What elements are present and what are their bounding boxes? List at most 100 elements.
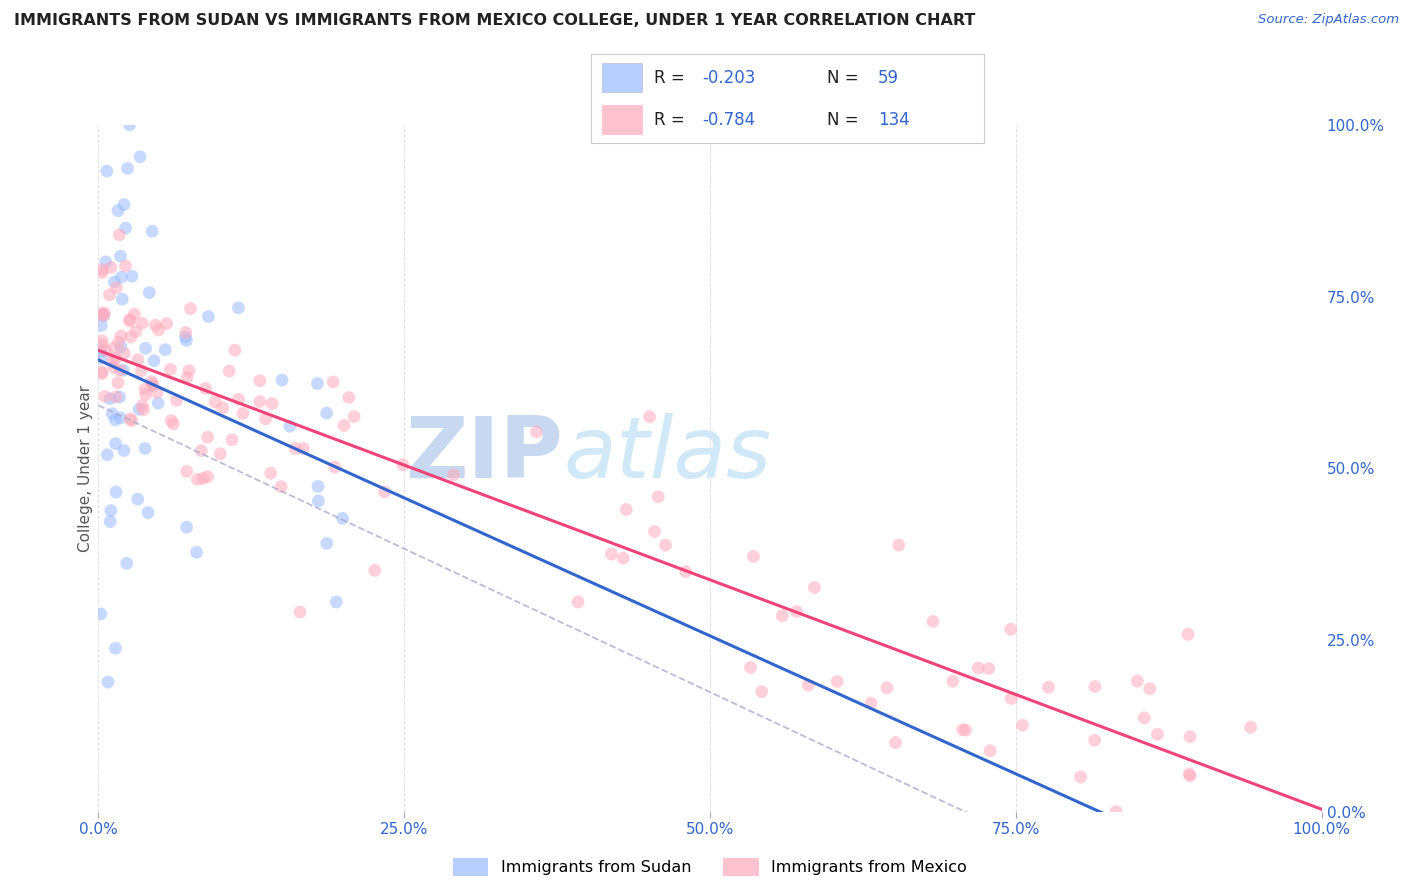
Point <box>315 406 337 420</box>
Point <box>887 538 910 552</box>
Point <box>107 203 129 218</box>
Point <box>159 362 181 376</box>
Point <box>112 443 135 458</box>
Text: N =: N = <box>827 69 863 87</box>
Point <box>284 442 307 456</box>
Point <box>105 281 128 295</box>
Point <box>141 224 163 238</box>
Point <box>325 595 347 609</box>
Point <box>148 323 170 337</box>
Point <box>204 394 226 409</box>
Point <box>94 343 117 358</box>
Point <box>124 307 146 321</box>
Point <box>224 343 246 358</box>
Point <box>108 390 131 404</box>
Point <box>333 418 356 433</box>
Point <box>162 417 184 431</box>
Point <box>179 301 201 316</box>
Point <box>307 376 329 391</box>
Point <box>1133 711 1156 725</box>
Point <box>118 118 141 132</box>
Point <box>209 447 232 461</box>
Point <box>343 409 366 424</box>
Point <box>101 407 124 421</box>
Point <box>94 255 117 269</box>
Point <box>332 511 354 525</box>
Point <box>979 744 1001 758</box>
Point <box>218 364 240 378</box>
Point <box>134 382 156 396</box>
Point <box>228 301 250 315</box>
Point <box>105 390 128 404</box>
Point <box>107 376 129 390</box>
Point <box>612 551 634 566</box>
Point <box>955 723 977 738</box>
Point <box>141 378 163 392</box>
Point <box>228 392 250 407</box>
Point <box>654 538 676 552</box>
Point <box>131 316 153 330</box>
Point <box>323 460 346 475</box>
Point <box>120 412 142 426</box>
Point <box>797 678 820 692</box>
Point <box>307 494 329 508</box>
Point <box>138 285 160 300</box>
Point <box>374 484 396 499</box>
Point <box>136 506 159 520</box>
Point <box>1146 727 1168 741</box>
Point <box>91 306 114 320</box>
Point <box>270 480 292 494</box>
Point <box>740 660 762 674</box>
Point <box>166 393 188 408</box>
Point <box>197 469 219 483</box>
Bar <box>602 105 641 134</box>
Point <box>176 370 198 384</box>
Point <box>197 430 219 444</box>
Point <box>94 389 117 403</box>
Point <box>1084 680 1107 694</box>
Point <box>967 661 990 675</box>
Point <box>176 464 198 478</box>
Text: -0.203: -0.203 <box>703 69 756 87</box>
Point <box>647 490 669 504</box>
Point <box>221 433 243 447</box>
Point <box>114 221 136 235</box>
Point <box>108 227 131 242</box>
Point <box>135 342 157 356</box>
Point <box>110 270 132 285</box>
Point <box>103 275 125 289</box>
Point <box>120 330 142 344</box>
Point <box>98 392 121 406</box>
Point <box>638 409 661 424</box>
Point <box>91 262 114 277</box>
Point <box>1126 674 1149 689</box>
Point <box>1011 718 1033 732</box>
Point <box>120 312 142 326</box>
Point <box>135 388 157 402</box>
Point <box>91 266 114 280</box>
Point <box>91 365 114 379</box>
Point <box>197 310 219 324</box>
Point <box>91 338 114 352</box>
Point <box>142 376 165 391</box>
Point <box>112 363 135 377</box>
Point <box>112 346 135 360</box>
Point <box>103 360 125 375</box>
Point <box>98 288 121 302</box>
Point <box>942 674 965 689</box>
Point <box>91 309 114 323</box>
Point <box>127 492 149 507</box>
Point <box>93 309 115 323</box>
Point <box>278 419 301 434</box>
Point <box>249 374 271 388</box>
Point <box>108 363 131 377</box>
Point <box>190 443 212 458</box>
Point <box>153 343 176 357</box>
Text: 134: 134 <box>877 111 910 128</box>
Point <box>129 150 152 164</box>
Point <box>952 723 974 737</box>
Point <box>803 581 825 595</box>
Point <box>322 375 344 389</box>
Point <box>1239 720 1261 734</box>
Point <box>884 736 907 750</box>
